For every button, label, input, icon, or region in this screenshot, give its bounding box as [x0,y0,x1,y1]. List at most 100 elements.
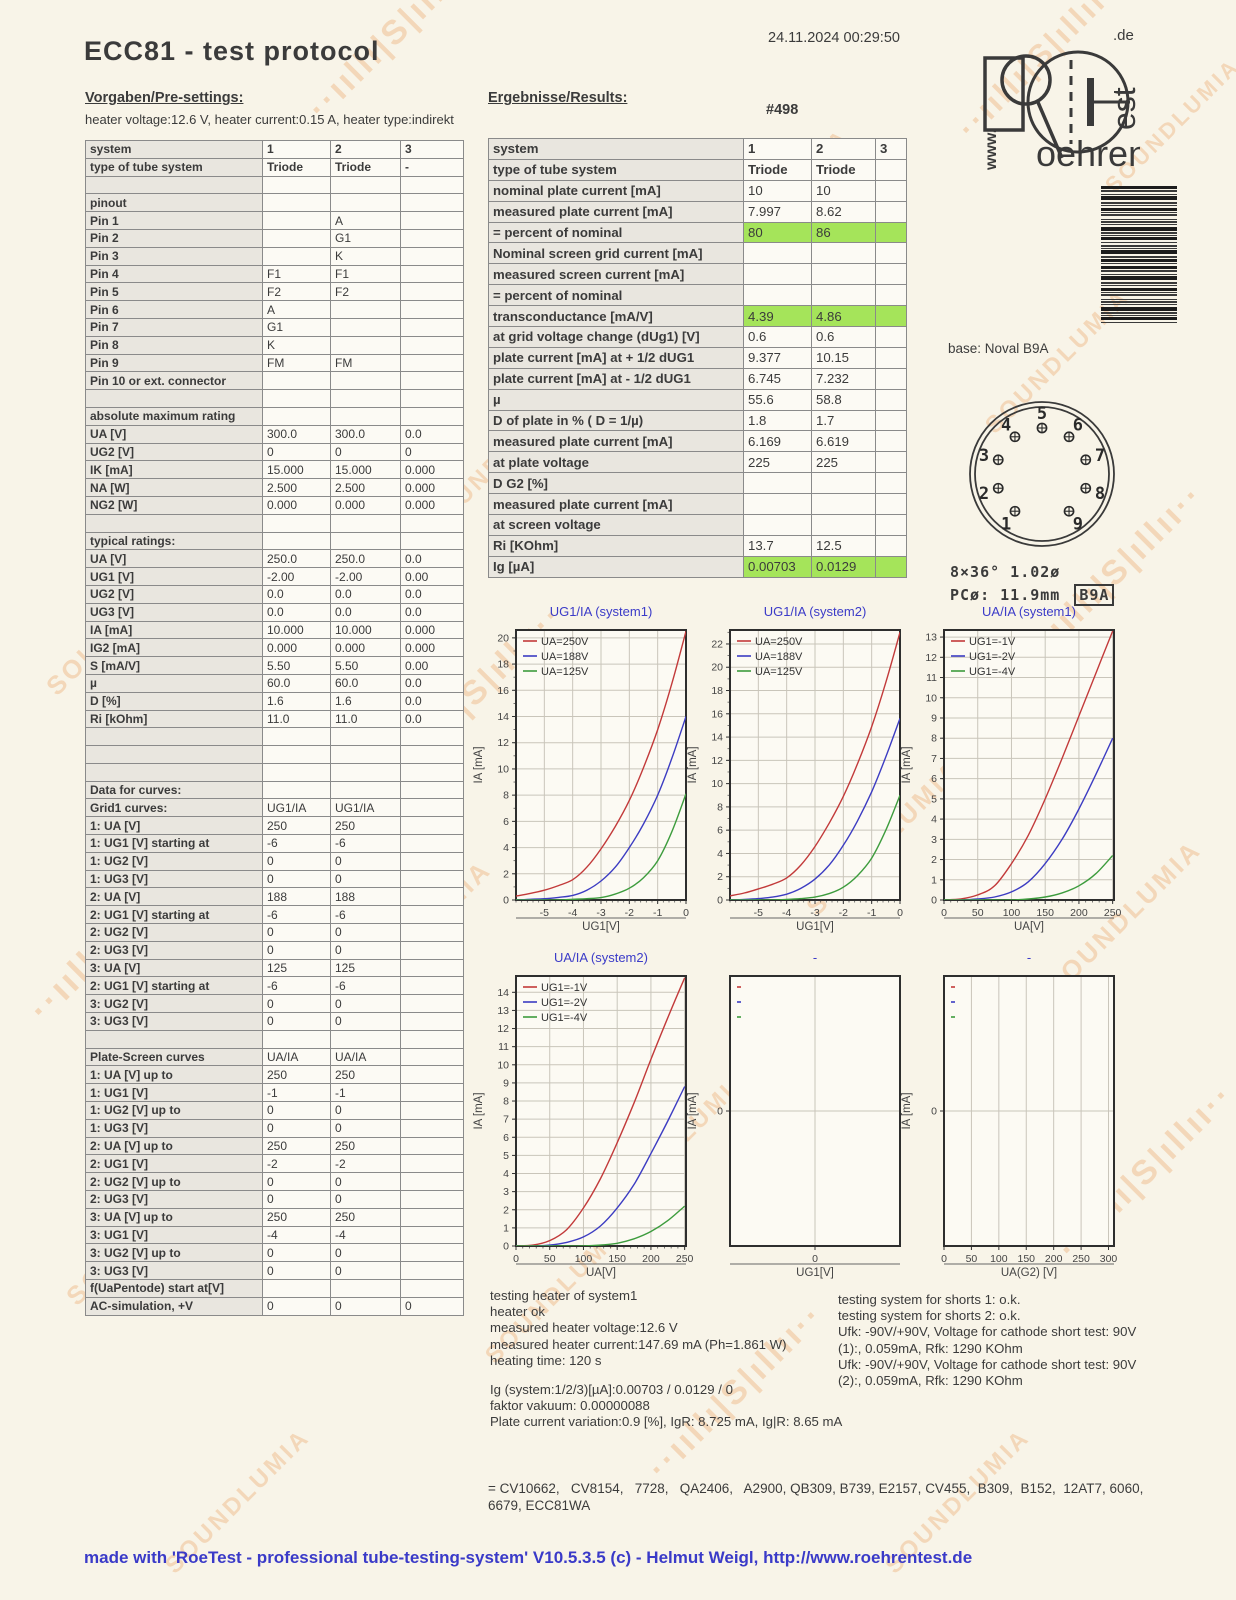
row-label: µ [85,673,263,693]
row-label: = percent of nominal [488,221,744,244]
table-row: at screen voltage [488,514,907,536]
table-row: UG2 [V] 0.0 0.0 0.0 [85,584,464,604]
svg-text:6: 6 [717,825,723,837]
row-value [400,264,464,284]
svg-text:-5: -5 [540,907,549,919]
table-row: 2: UG1 [V] -2 -2 [85,1154,464,1174]
row-value [262,193,331,213]
svg-text:11: 11 [498,1041,509,1053]
table-row: µ 60.0 60.0 0.0 [85,673,464,693]
logo-est: est [1106,87,1140,130]
svg-text:12: 12 [925,652,937,664]
row-label: type of tube system [488,158,744,181]
svg-text:4: 4 [503,1168,509,1180]
svg-text:0: 0 [683,907,689,919]
row-value: -1 [330,1083,401,1103]
tube-serial-number: #498 [766,102,799,118]
row-label: 1: UG1 [V] [85,1083,263,1103]
row-value: K [330,246,401,266]
row-label: 2: UG2 [V] up to [85,1172,263,1192]
svg-text:10: 10 [497,1059,509,1071]
table-row: 3: UG2 [V] 0 0 [85,994,464,1014]
row-value: FM [262,353,331,373]
row-label: system [85,140,263,159]
svg-text:100: 100 [575,1253,593,1265]
svg-text:14: 14 [497,987,509,999]
row-value: 0.000 [262,638,331,658]
chart-ua-ia-system1-: 0 50 100 150 200 250 0 1 2 3 4 5 6 7 8 9 10 11 12 13 UG1=-1V… [898,598,1128,939]
row-value [875,367,907,390]
pin-number: 3 [979,446,989,466]
row-value [400,1065,464,1085]
row-label: plate current [mA] at - 1/2 dUG1 [488,367,744,390]
row-value: 0 [262,1296,331,1316]
row-label: measured plate current [mA] [488,200,744,223]
svg-text:6: 6 [503,1132,509,1144]
table-row: Pin 5 F2 F2 [85,282,464,302]
row-value: -2.00 [330,567,401,586]
row-label: Pin 1 [85,211,263,230]
svg-text:12: 12 [711,755,723,767]
row-value: Triode [330,157,401,177]
barcode [1101,186,1177,330]
row-value [400,834,464,853]
table-row: Data for curves: [85,780,464,800]
row-label: 2: UG1 [V] starting at [85,976,263,996]
row-value [262,1029,331,1049]
presettings-section: Vorgaben/Pre-settings: heater voltage:12… [85,90,470,1316]
table-row: S [mA/V] 5.50 5.50 0.00 [85,656,464,675]
pin-dot [1063,431,1075,443]
row-label: measured screen current [mA] [488,263,744,286]
row-label: 3: UG3 [V] [85,1012,263,1031]
logo-oehren: oehren [1036,133,1140,174]
row-value [400,727,464,747]
row-value [400,905,464,925]
pin-dot [1080,482,1092,494]
row-value: 0.000 [400,638,464,658]
row-value: 12.5 [811,534,876,557]
svg-text:250: 250 [676,1253,694,1265]
table-row: 3: UG3 [V] 0 0 [85,1012,464,1031]
pin-number: 2 [979,484,989,504]
svg-text:0: 0 [503,895,509,907]
row-label: 3: UG1 [V] [85,1225,263,1245]
row-label: IG2 [mA] [85,638,263,658]
row-value: 0.000 [400,460,464,480]
row-value: 2.500 [330,478,401,497]
row-value: 0 [262,1243,331,1263]
row-value [262,371,331,391]
row-value: UA/IA [330,1047,401,1067]
y-axis-label: IA [mA] [687,746,699,783]
svg-text:-1: -1 [653,907,662,919]
row-value [400,851,464,871]
row-label: at screen voltage [488,514,744,536]
row-value [811,493,876,516]
legend-label: UA=250V [755,636,803,648]
table-row: 3: UG3 [V] 0 0 [85,1261,464,1280]
row-value [400,1101,464,1120]
row-value [400,869,464,889]
svg-text:300: 300 [1100,1253,1118,1265]
table-row: 1: UG2 [V] 0 0 [85,851,464,871]
row-value [811,514,876,536]
row-label: pinout [85,193,263,213]
row-value [262,762,331,782]
svg-text:8: 8 [931,733,937,745]
row-label: UG2 [V] [85,442,263,462]
row-value [262,727,331,747]
row-value: 0.0 [330,602,401,622]
svg-text:200: 200 [642,1253,660,1265]
svg-text:2: 2 [931,854,937,866]
row-value [330,406,401,426]
series-UA=250V [730,632,900,897]
row-value [743,514,812,536]
table-row [85,762,464,782]
row-value: 7.232 [811,367,876,390]
row-value [400,389,464,408]
row-label: Data for curves: [85,780,263,800]
row-label: Ri [kOhm] [85,709,263,729]
svg-text:150: 150 [1017,1253,1035,1265]
row-value: 0 [262,994,331,1014]
svg-text:12: 12 [497,737,509,749]
row-value: 0.0 [400,602,464,622]
